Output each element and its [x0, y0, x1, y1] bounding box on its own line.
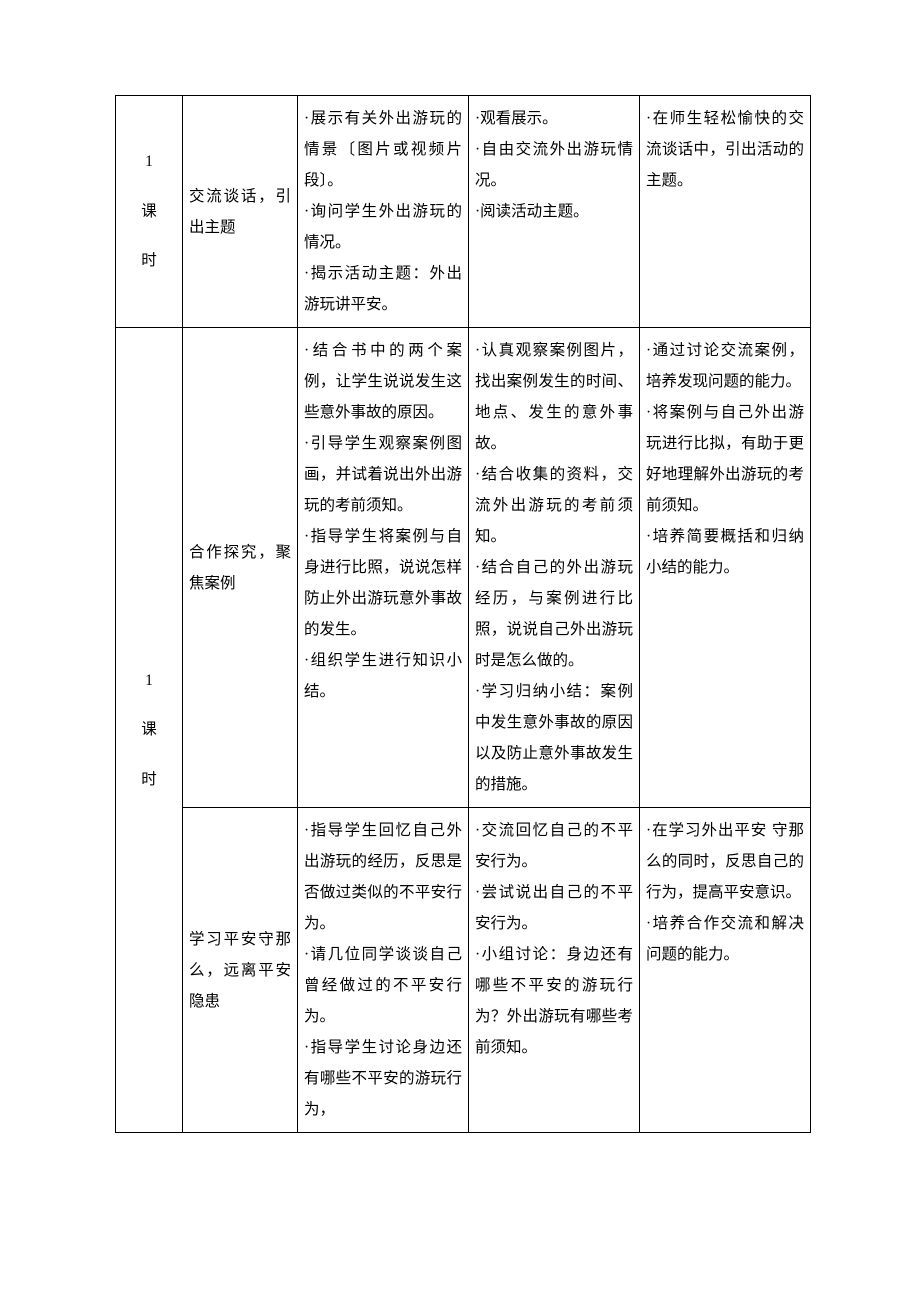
intent-text: ·在师生轻松愉快的交流谈话中，引出活动的主题。 — [646, 110, 804, 189]
student-cell: ·认真观察案例图片，找出案例发生的时间、地点、发生的意外事故。·结合收集的资料，… — [469, 328, 640, 808]
document-page: 1课时 交流谈话，引出主题 ·展示有关外出游玩的情景〔图片或视频片段〕。·询问学… — [0, 0, 920, 1133]
period-text: 1课时 — [141, 672, 157, 788]
teacher-text: ·指导学生回忆自己外出游玩的经历，反思是否做过类似的不平安行为。·请几位同学谈谈… — [304, 822, 462, 1118]
table-row: 1课时 合作探究，聚焦案例 ·结合书中的两个案例，让学生说说发生这些意外事故的原… — [116, 328, 811, 808]
intent-cell: ·通过讨论交流案例，培养发现问题的能力。·将案例与自己外出游玩进行比拟，有助于更… — [640, 328, 811, 808]
teacher-cell: ·结合书中的两个案例，让学生说说发生这些意外事故的原因。·引导学生观察案例图画，… — [298, 328, 469, 808]
intent-cell: ·在学习外出平安 守那么的同时，反思自己的行为，提高平安意识。·培养合作交流和解… — [640, 808, 811, 1133]
teacher-cell: ·指导学生回忆自己外出游玩的经历，反思是否做过类似的不平安行为。·请几位同学谈谈… — [298, 808, 469, 1133]
stage-cell: 学习平安守那么，远离平安隐患 — [183, 808, 298, 1133]
teacher-cell: ·展示有关外出游玩的情景〔图片或视频片段〕。·询问学生外出游玩的情况。·揭示活动… — [298, 96, 469, 328]
intent-cell: ·在师生轻松愉快的交流谈话中，引出活动的主题。 — [640, 96, 811, 328]
student-cell: ·交流回忆自己的不平安行为。·尝试说出自己的不平安行为。·小组讨论：身边还有哪些… — [469, 808, 640, 1133]
intent-text: ·在学习外出平安 守那么的同时，反思自己的行为，提高平安意识。·培养合作交流和解… — [646, 822, 804, 963]
stage-text: 学习平安守那么，远离平安隐患 — [189, 931, 291, 1010]
student-cell: ·观看展示。·自由交流外出游玩情况。·阅读活动主题。 — [469, 96, 640, 328]
table-row: 学习平安守那么，远离平安隐患 ·指导学生回忆自己外出游玩的经历，反思是否做过类似… — [116, 808, 811, 1133]
intent-text: ·通过讨论交流案例，培养发现问题的能力。·将案例与自己外出游玩进行比拟，有助于更… — [646, 342, 804, 576]
student-text: ·认真观察案例图片，找出案例发生的时间、地点、发生的意外事故。·结合收集的资料，… — [475, 342, 633, 793]
table-row: 1课时 交流谈话，引出主题 ·展示有关外出游玩的情景〔图片或视频片段〕。·询问学… — [116, 96, 811, 328]
teacher-text: ·结合书中的两个案例，让学生说说发生这些意外事故的原因。·引导学生观察案例图画，… — [304, 342, 462, 700]
stage-text: 合作探究，聚焦案例 — [189, 544, 291, 592]
stage-text: 交流谈话，引出主题 — [189, 188, 291, 236]
period-cell: 1课时 — [116, 96, 183, 328]
teacher-text: ·展示有关外出游玩的情景〔图片或视频片段〕。·询问学生外出游玩的情况。·揭示活动… — [304, 110, 462, 313]
student-text: ·交流回忆自己的不平安行为。·尝试说出自己的不平安行为。·小组讨论：身边还有哪些… — [475, 822, 633, 1056]
stage-cell: 交流谈话，引出主题 — [183, 96, 298, 328]
period-text: 1课时 — [141, 153, 157, 269]
student-text: ·观看展示。·自由交流外出游玩情况。·阅读活动主题。 — [475, 110, 633, 220]
period-cell: 1课时 — [116, 328, 183, 1133]
lesson-plan-table: 1课时 交流谈话，引出主题 ·展示有关外出游玩的情景〔图片或视频片段〕。·询问学… — [115, 95, 811, 1133]
stage-cell: 合作探究，聚焦案例 — [183, 328, 298, 808]
